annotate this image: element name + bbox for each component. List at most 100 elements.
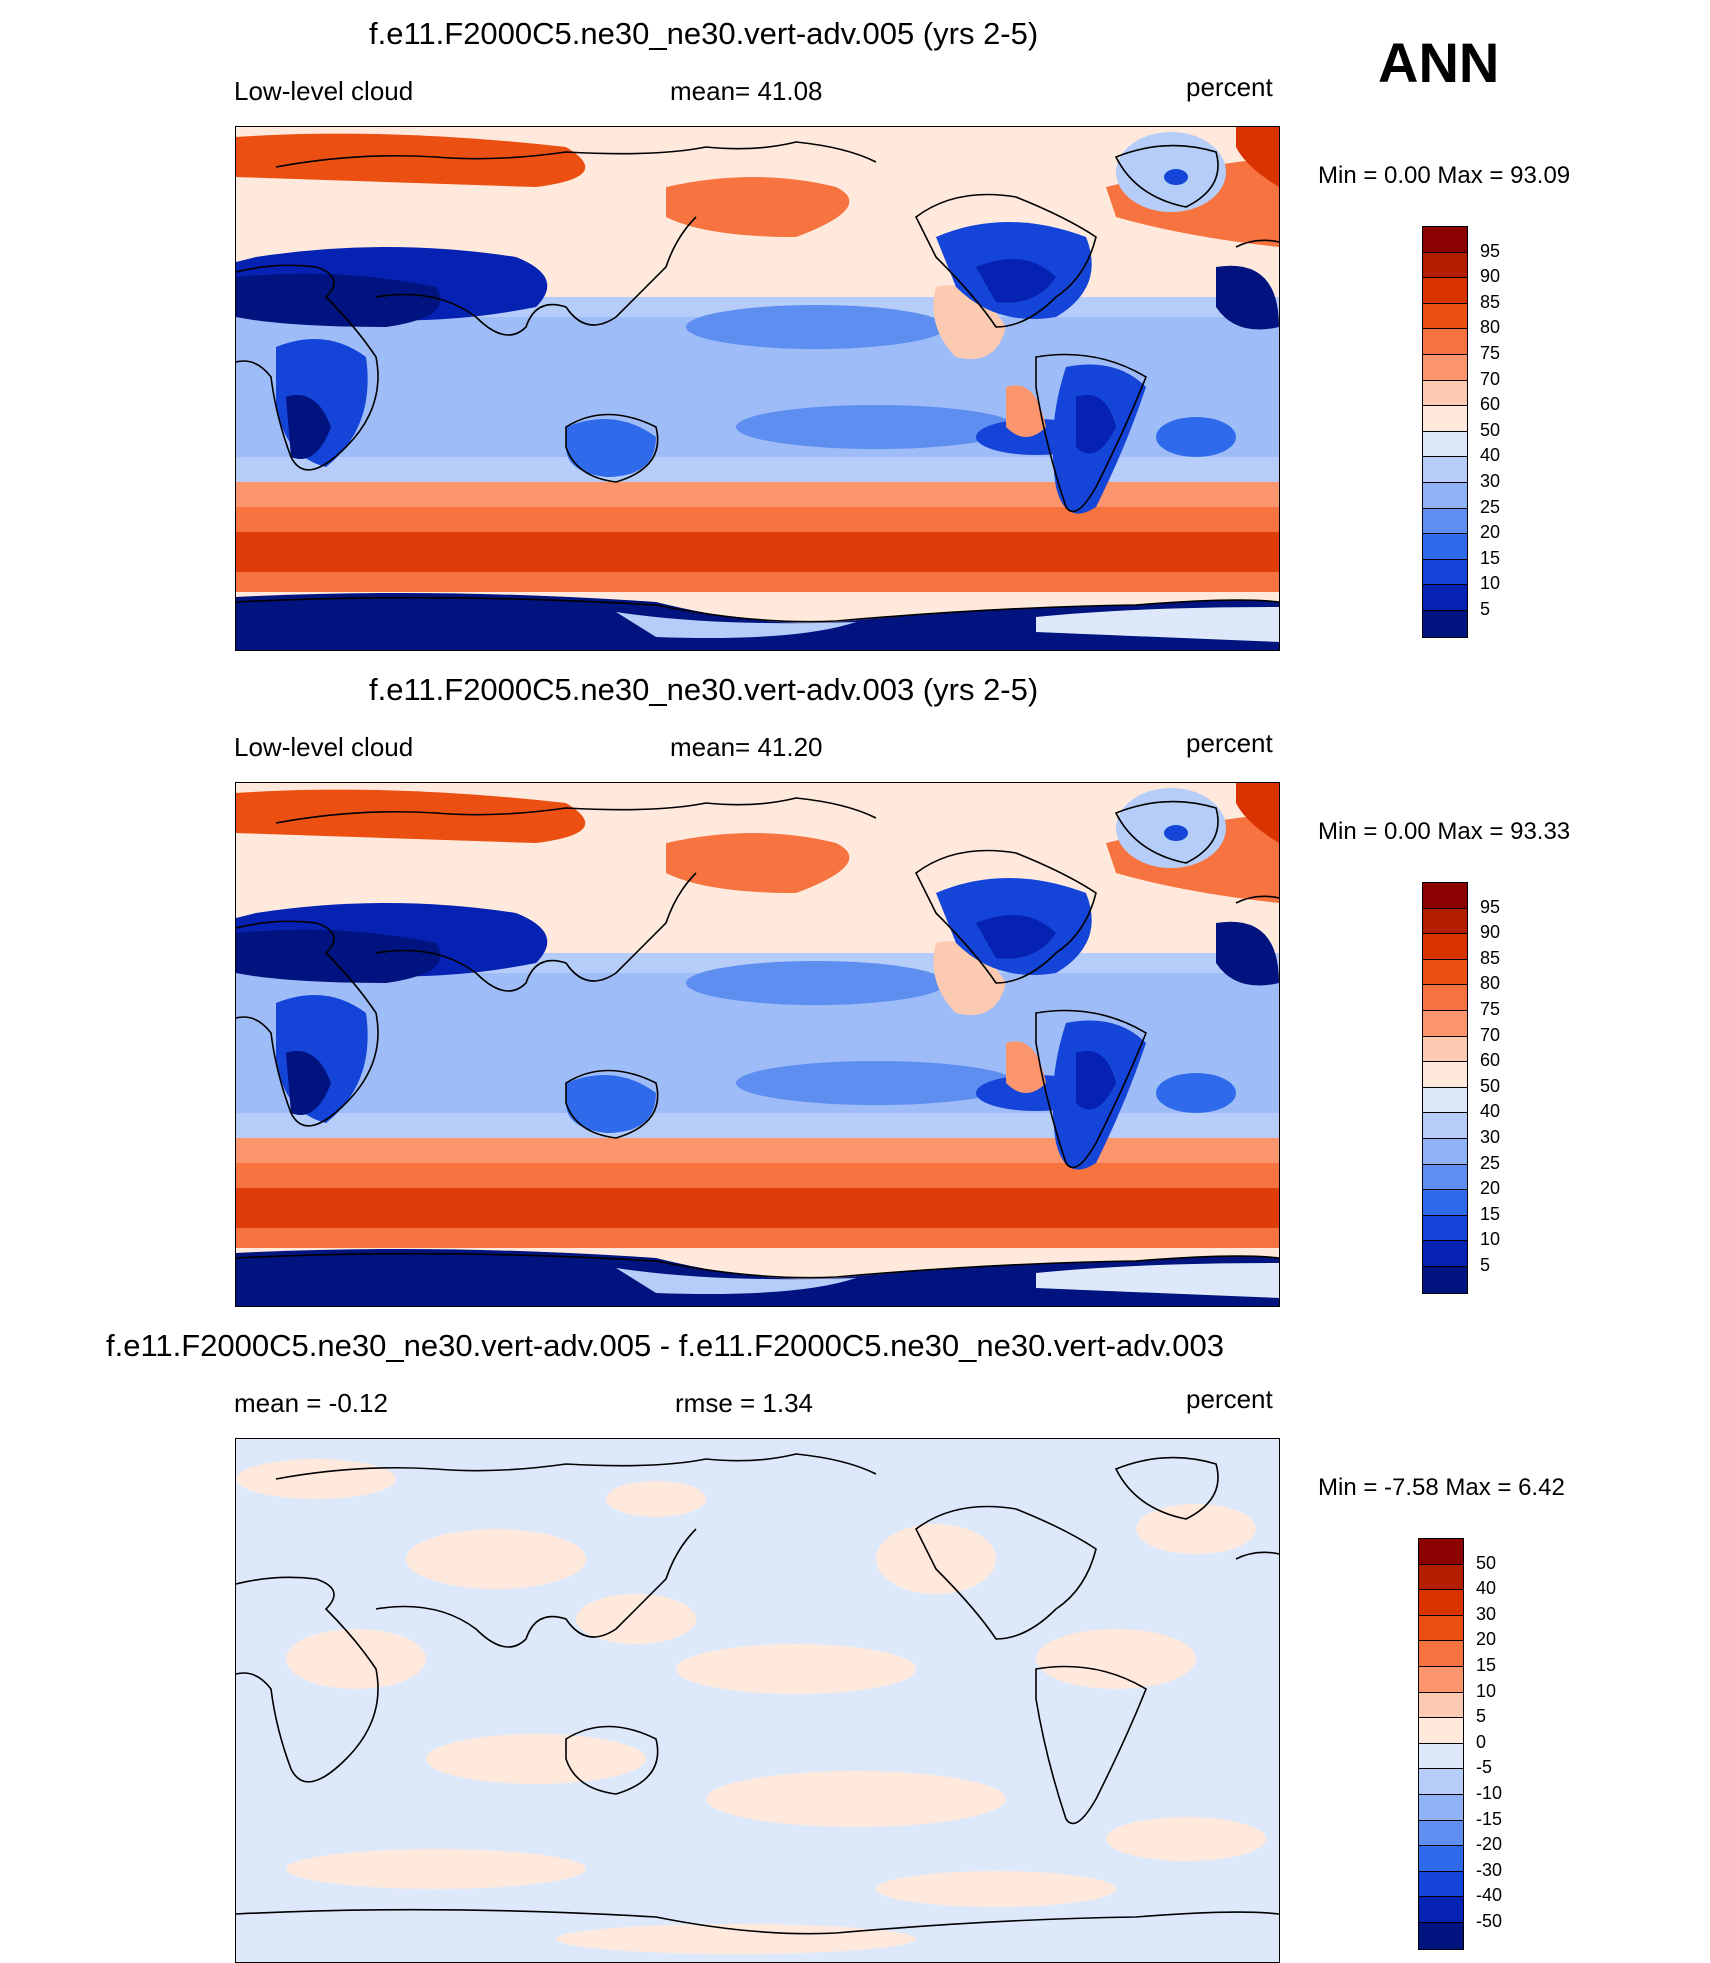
- colorbar-tick-label: -40: [1476, 1885, 1503, 1906]
- map-panel-3: [235, 1438, 1280, 1963]
- colorbar-box: [1423, 1113, 1467, 1139]
- colorbar-box: [1419, 1871, 1463, 1898]
- colorbar: [1418, 1538, 1464, 1950]
- colorbar-tick-label: 80: [1480, 317, 1501, 338]
- colorbar-box: [1419, 1539, 1463, 1565]
- colorbar-box: [1423, 329, 1467, 355]
- colorbar-box: [1419, 1641, 1463, 1667]
- colorbar-box: [1423, 1266, 1467, 1293]
- panel-title: f.e11.F2000C5.ne30_ne30.vert-adv.005 - f…: [106, 1328, 1224, 1363]
- colorbar-tick-label: -30: [1476, 1859, 1503, 1880]
- colorbar-box: [1419, 1615, 1463, 1642]
- colorbar-box: [1423, 252, 1467, 279]
- map-panel-2: [235, 782, 1280, 1307]
- units-label: percent: [1186, 728, 1273, 758]
- colorbar-box: [1419, 1590, 1463, 1616]
- colorbar-box: [1419, 1794, 1463, 1821]
- colorbar-tick-label: 95: [1480, 240, 1501, 261]
- colorbar-box: [1423, 303, 1467, 330]
- colorbar-tick-label: 5: [1480, 599, 1491, 619]
- colorbar-tick-label: 30: [1480, 471, 1501, 491]
- colorbar-box: [1423, 508, 1467, 535]
- colorbar-tick-label: 30: [1476, 1603, 1497, 1624]
- colorbar-tick-label: 50: [1476, 1552, 1497, 1573]
- colorbar-tick-label: 40: [1480, 1101, 1501, 1122]
- mean-label: mean= 41.20: [670, 732, 823, 762]
- map-panel-1: [235, 126, 1280, 651]
- colorbar-box: [1423, 559, 1467, 586]
- cloud-field-map: [236, 127, 1279, 650]
- colorbar-box: [1423, 278, 1467, 304]
- colorbar-box: [1423, 1062, 1467, 1088]
- colorbar-box: [1423, 457, 1467, 483]
- colorbar-tick-label: 85: [1480, 291, 1501, 312]
- colorbar-box: [1423, 534, 1467, 560]
- colorbar-box: [1419, 1820, 1463, 1847]
- colorbar-box: [1423, 1241, 1467, 1267]
- colorbar-tick-label: -50: [1476, 1911, 1503, 1931]
- variable-label: Low-level cloud: [234, 76, 414, 106]
- colorbar-tick-label: 25: [1480, 1152, 1501, 1173]
- variable-label: Low-level cloud: [234, 732, 414, 762]
- colorbar-tick-label: 0: [1476, 1731, 1487, 1752]
- colorbar-tick-label: 75: [1480, 343, 1501, 363]
- colorbar-tick-label: 90: [1480, 922, 1501, 943]
- colorbar-tick-label: 60: [1480, 394, 1501, 415]
- colorbar-tick-label: 15: [1480, 547, 1501, 568]
- colorbar-box: [1423, 380, 1467, 407]
- colorbar-tick-label: 5: [1480, 1255, 1491, 1275]
- season-label: ANN: [1378, 31, 1500, 94]
- colorbar-box: [1423, 1215, 1467, 1242]
- colorbar-tick-label: 5: [1476, 1706, 1487, 1727]
- colorbar-box: [1419, 1769, 1463, 1795]
- colorbar-box: [1423, 883, 1467, 909]
- colorbar-tick-label: 85: [1480, 947, 1501, 968]
- colorbar-tick-label: 10: [1476, 1680, 1497, 1701]
- colorbar-tick-label: -10: [1476, 1783, 1503, 1803]
- colorbar: [1422, 226, 1468, 638]
- min-max-label: Min = -7.58 Max = 6.42: [1318, 1474, 1565, 1501]
- colorbar-box: [1423, 1164, 1467, 1191]
- colorbar-tick-label: 95: [1480, 896, 1501, 917]
- colorbar-box: [1423, 354, 1467, 381]
- colorbar-box: [1423, 934, 1467, 960]
- colorbar-tick-label: 80: [1480, 973, 1501, 994]
- colorbar-tick-label: 60: [1480, 1050, 1501, 1071]
- colorbar-box: [1419, 1846, 1463, 1872]
- colorbar-box: [1419, 1564, 1463, 1591]
- colorbar-box: [1423, 1087, 1467, 1114]
- colorbar-tick-label: 50: [1480, 419, 1501, 440]
- colorbar-tick-label: 70: [1480, 1024, 1501, 1045]
- min-max-label: Min = 0.00 Max = 93.09: [1318, 162, 1571, 189]
- colorbar-tick-label: 10: [1480, 1229, 1501, 1250]
- colorbar-tick-label: 30: [1480, 1127, 1501, 1147]
- colorbar-tick-label: 15: [1480, 1203, 1501, 1224]
- colorbar-box: [1423, 1036, 1467, 1063]
- colorbar-tick-label: 20: [1480, 1178, 1501, 1199]
- colorbar-box: [1423, 482, 1467, 509]
- colorbar: [1422, 882, 1468, 1294]
- colorbar-box: [1423, 959, 1467, 986]
- colorbar-tick-label: 10: [1480, 573, 1501, 594]
- colorbar-tick-label: 75: [1480, 999, 1501, 1019]
- units-label: percent: [1186, 1384, 1273, 1414]
- colorbar-tick-label: 50: [1480, 1075, 1501, 1096]
- colorbar-box: [1419, 1692, 1463, 1719]
- colorbar-box: [1423, 1010, 1467, 1037]
- colorbar-tick-label: 90: [1480, 266, 1501, 287]
- colorbar-box: [1419, 1666, 1463, 1693]
- mean-label: mean = -0.12: [234, 1388, 388, 1418]
- mean-label: mean= 41.08: [670, 76, 823, 106]
- cloud-field-map: [236, 783, 1279, 1306]
- colorbar-box: [1419, 1743, 1463, 1770]
- colorbar-tick-label: 40: [1480, 445, 1501, 466]
- panel-title: f.e11.F2000C5.ne30_ne30.vert-adv.005 (yr…: [369, 16, 1039, 51]
- colorbar-box: [1419, 1922, 1463, 1949]
- units-label: percent: [1186, 72, 1273, 102]
- colorbar-tick-label: 70: [1480, 368, 1501, 389]
- colorbar-tick-label: 20: [1480, 522, 1501, 543]
- colorbar-box: [1423, 1138, 1467, 1165]
- colorbar-box: [1423, 985, 1467, 1011]
- colorbar-box: [1423, 908, 1467, 935]
- difference-field-map: [236, 1439, 1279, 1962]
